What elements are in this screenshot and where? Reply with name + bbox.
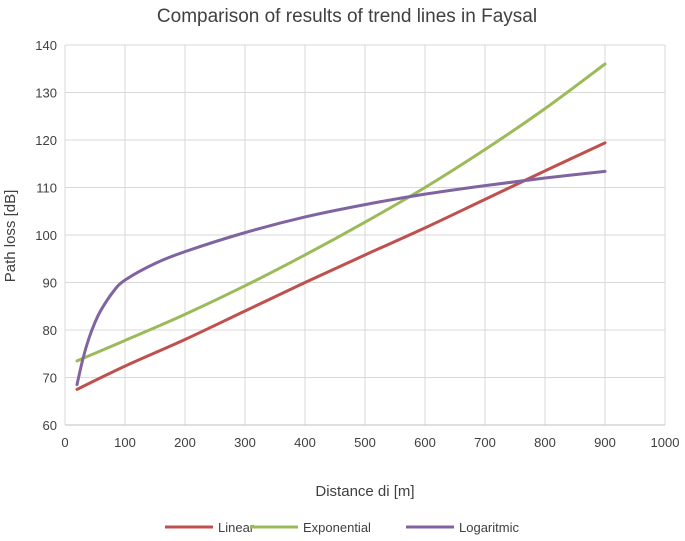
series-line-linear [75, 141, 607, 391]
x-tick-label: 1000 [651, 435, 680, 450]
series-line-logaritmic [75, 169, 607, 387]
y-tick-label: 70 [43, 371, 57, 386]
x-tick-label: 500 [354, 435, 376, 450]
x-tick-label: 900 [594, 435, 616, 450]
y-tick-label: 130 [35, 86, 57, 101]
legend-label-exponential: Exponential [303, 520, 371, 535]
x-tick-label: 0 [61, 435, 68, 450]
y-tick-label: 60 [43, 418, 57, 433]
y-tick-label: 140 [35, 38, 57, 53]
chart-title: Comparison of results of trend lines in … [157, 6, 537, 27]
legend-label-linear: Linear [218, 520, 255, 535]
y-tick-label: 90 [43, 276, 57, 291]
x-tick-label: 800 [534, 435, 556, 450]
y-tick-label: 120 [35, 133, 57, 148]
x-tick-label: 600 [414, 435, 436, 450]
x-tick-label: 200 [174, 435, 196, 450]
series-group [75, 62, 607, 391]
x-tick-label: 300 [234, 435, 256, 450]
series-line-exponential [75, 62, 607, 363]
y-tick-labels: 60 70 80 90 100 110 120 130 140 [35, 38, 57, 433]
legend: Linear Exponential Logaritmic [165, 520, 519, 535]
grid [64, 44, 666, 426]
x-tick-labels: 0 100 200 300 400 500 600 700 800 900 1000 [61, 435, 679, 450]
legend-label-logaritmic: Logaritmic [459, 520, 519, 535]
y-tick-label: 80 [43, 323, 57, 338]
y-tick-label: 110 [36, 181, 57, 196]
x-tick-label: 100 [114, 435, 136, 450]
y-axis-label: Path loss [dB] [2, 190, 19, 283]
x-tick-label: 700 [474, 435, 496, 450]
y-tick-label: 100 [35, 228, 57, 243]
x-tick-label: 400 [294, 435, 316, 450]
x-axis-label: Distance di [m] [315, 483, 414, 500]
